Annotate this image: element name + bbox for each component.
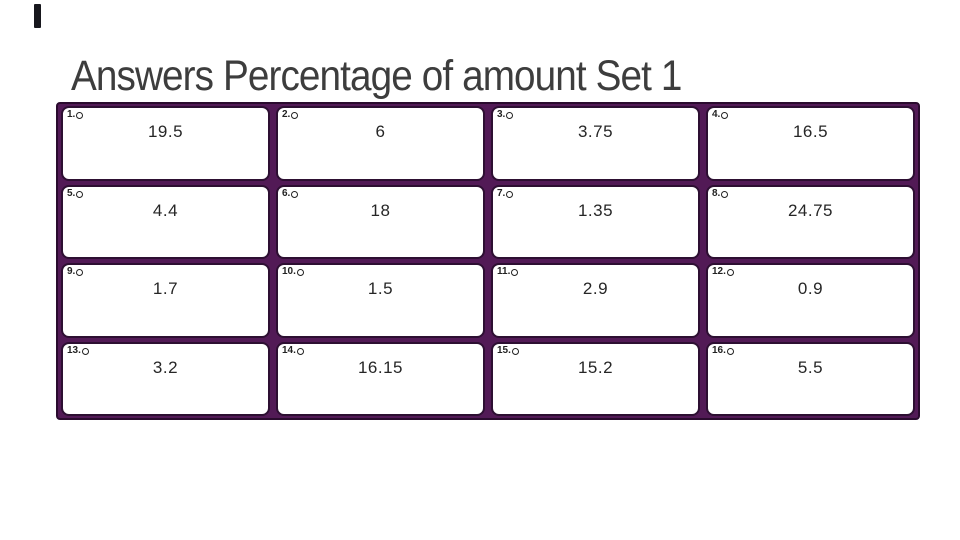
answer-value: 16.15 xyxy=(357,357,404,377)
circle-icon xyxy=(726,347,734,355)
question-number: 14. xyxy=(282,344,304,356)
answer-card: 2. 6 xyxy=(276,106,485,181)
answer-value: 6 xyxy=(375,122,386,141)
circle-icon xyxy=(511,269,519,276)
question-number-text: 1. xyxy=(67,109,76,120)
question-number: 11. xyxy=(497,266,519,277)
answer-value: 1.35 xyxy=(577,200,614,220)
answer-value: 4.4 xyxy=(152,200,179,220)
answer-value: 1.7 xyxy=(152,279,179,298)
circle-icon xyxy=(76,112,84,119)
question-number: 12. xyxy=(712,267,734,277)
answer-value: 16.5 xyxy=(792,122,829,141)
answer-card: 5. 4.4 xyxy=(61,184,270,259)
question-number-text: 10. xyxy=(282,266,296,277)
answer-value: 3.75 xyxy=(577,122,614,141)
circle-icon xyxy=(291,190,299,198)
circle-icon xyxy=(296,347,304,355)
answer-card: 8. 24.75 xyxy=(706,184,915,259)
circle-icon xyxy=(76,190,84,198)
answer-value: 15.2 xyxy=(577,357,614,377)
answer-value: 24.75 xyxy=(787,200,834,220)
question-number: 13. xyxy=(67,344,89,356)
circle-icon xyxy=(81,347,89,355)
circle-icon xyxy=(506,112,514,119)
question-number: 10. xyxy=(282,267,304,277)
question-number-text: 13. xyxy=(67,344,81,356)
answer-card: 14. 16.15 xyxy=(276,341,485,416)
answer-card: 13. 3.2 xyxy=(61,341,270,416)
question-number: 8. xyxy=(712,187,729,199)
question-number-text: 12. xyxy=(712,266,726,277)
answer-value: 3.2 xyxy=(152,357,179,377)
answer-card: 3. 3.75 xyxy=(491,106,700,181)
question-number-text: 14. xyxy=(282,344,296,356)
circle-icon xyxy=(726,269,734,276)
question-number-text: 16. xyxy=(712,344,726,356)
question-number: 6. xyxy=(282,187,299,199)
answer-card: 15. 15.2 xyxy=(491,341,700,416)
circle-icon xyxy=(296,269,304,276)
answer-value: 2.9 xyxy=(582,279,609,298)
question-number-text: 9. xyxy=(67,266,76,277)
question-number: 5. xyxy=(67,187,84,199)
text-cursor xyxy=(34,4,41,28)
answer-card: 7. 1.35 xyxy=(491,184,700,259)
circle-icon xyxy=(511,347,519,355)
question-number: 2. xyxy=(282,109,299,120)
circle-icon xyxy=(291,112,299,119)
question-number-text: 15. xyxy=(497,344,511,356)
answer-value: 5.5 xyxy=(797,357,824,377)
question-number-text: 4. xyxy=(712,109,721,120)
answer-card: 16. 5.5 xyxy=(706,341,915,416)
answer-card: 4. 16.5 xyxy=(706,106,915,181)
circle-icon xyxy=(721,190,729,198)
answer-value: 19.5 xyxy=(147,122,184,141)
answers-grid: 1. 19.5 2. 6 3. 3.75 4. 16.5 xyxy=(56,102,920,420)
answer-card: 10. 1.5 xyxy=(276,263,485,338)
question-number: 7. xyxy=(497,187,514,199)
question-number-text: 6. xyxy=(282,187,291,199)
question-number: 1. xyxy=(67,109,84,120)
question-number-text: 2. xyxy=(282,109,291,120)
answer-value: 1.5 xyxy=(367,279,394,298)
question-number-text: 8. xyxy=(712,187,721,199)
answer-card: 11. 2.9 xyxy=(491,263,700,338)
answer-value: 0.9 xyxy=(797,279,824,298)
answer-card: 1. 19.5 xyxy=(61,106,270,181)
question-number-text: 11. xyxy=(497,266,511,277)
circle-icon xyxy=(721,112,729,119)
answer-card: 9. 1.7 xyxy=(61,263,270,338)
circle-icon xyxy=(76,269,84,276)
question-number: 15. xyxy=(497,344,519,356)
question-number-text: 3. xyxy=(497,109,506,120)
answer-card: 12. 0.9 xyxy=(706,263,915,338)
answer-card: 6. 18 xyxy=(276,184,485,259)
question-number-text: 7. xyxy=(497,187,506,199)
question-number: 16. xyxy=(712,344,734,356)
question-number: 3. xyxy=(497,109,514,120)
question-number: 4. xyxy=(712,109,729,120)
question-number-text: 5. xyxy=(67,187,76,199)
answer-value: 18 xyxy=(370,200,391,220)
page-title: Answers Percentage of amount Set 1 xyxy=(71,52,682,100)
question-number: 9. xyxy=(67,266,84,277)
circle-icon xyxy=(506,190,514,198)
